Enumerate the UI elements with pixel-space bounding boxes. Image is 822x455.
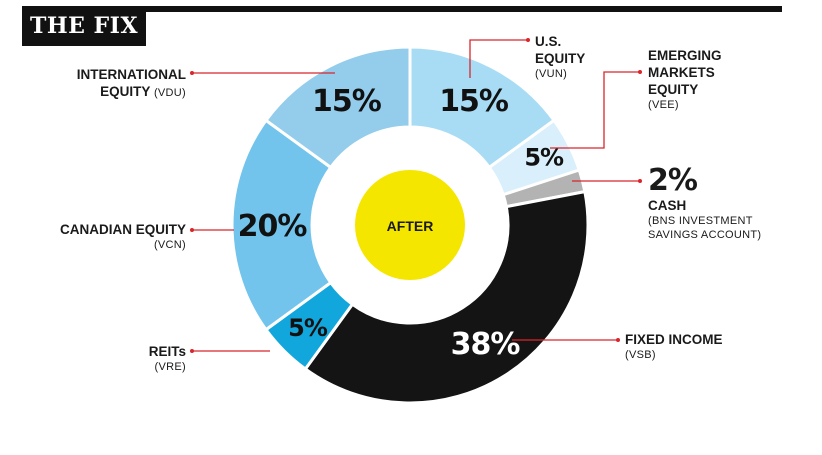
leader-fixed-income-dot: [616, 338, 620, 342]
slice-canadian: [230, 118, 333, 332]
leader-lines: [190, 38, 642, 353]
leader-canadian-dot: [190, 228, 194, 232]
slice-fixed-income: [303, 189, 590, 405]
label-emerging-markets: EMERGING MARKETS EQUITY (VEE): [648, 48, 722, 111]
center-circle: [355, 170, 465, 280]
leader-us-equity-dot: [526, 38, 530, 42]
slice-international: [263, 45, 412, 170]
center-label: AFTER: [387, 218, 434, 234]
label-reits: REITs (VRE): [148, 344, 186, 373]
slice-percent-labels: 15%5%38%5%20%15%: [238, 84, 565, 362]
pct-label-reits: 5%: [288, 314, 328, 342]
pct-label-canadian: 20%: [238, 209, 308, 244]
leader-us-equity: [469, 39, 528, 78]
label-cash: 2% CASH (BNS INVESTMENT SAVINGS ACCOUNT): [648, 163, 762, 242]
donut-slices: [230, 45, 590, 405]
leader-emerging: [550, 71, 640, 149]
page-title: THE FIX: [22, 6, 146, 46]
leader-emerging-dot: [638, 70, 642, 74]
label-canadian-equity: CANADIAN EQUITY (VCN): [59, 222, 186, 251]
top-rule: [22, 6, 782, 12]
leader-reits-dot: [190, 349, 194, 353]
label-international-equity: INTERNATIONAL EQUITY (VDU): [76, 67, 186, 99]
pct-label-fixed-income: 38%: [451, 327, 521, 362]
label-us-equity: U.S. EQUITY (VUN): [535, 34, 586, 80]
pct-label-us-equity: 15%: [439, 84, 509, 119]
label-fixed-income: FIXED INCOME (VSB): [625, 332, 723, 361]
leader-cash-dot: [638, 179, 642, 183]
leader-international-dot: [190, 71, 194, 75]
pct-label-international: 15%: [312, 84, 382, 119]
